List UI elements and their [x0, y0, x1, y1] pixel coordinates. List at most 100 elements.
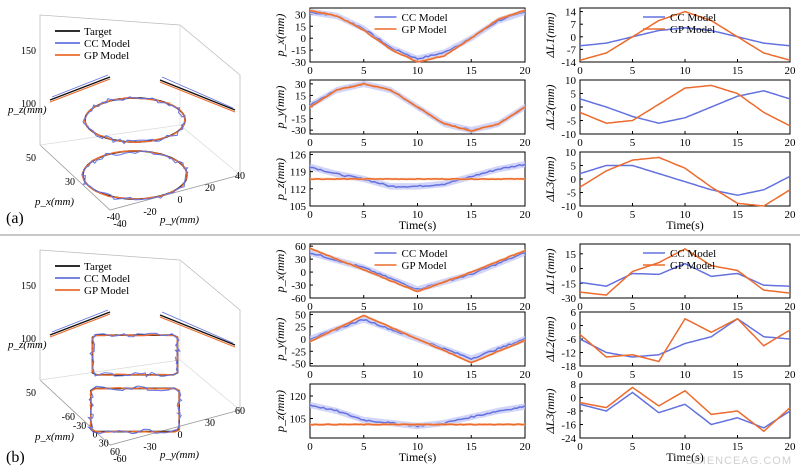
y-tick-label: 0 — [571, 102, 577, 114]
x-tick-label: 10 — [680, 137, 692, 149]
wall-projection-gp — [159, 316, 236, 348]
x-tick-label: 5 — [630, 369, 636, 381]
series-line-cc — [579, 164, 791, 196]
x-tick-label: 0 — [577, 65, 583, 77]
x-tick-label: 0 — [577, 137, 583, 149]
x-tick-label: 10 — [680, 65, 692, 77]
box-floor-edges — [39, 379, 241, 446]
x-tick-label: 20 — [785, 369, 797, 381]
series-line-gp — [309, 82, 526, 132]
x-tick-label: 0 — [307, 369, 313, 381]
y-tick-label: 20 — [205, 183, 215, 194]
trajectory-projection — [87, 385, 183, 435]
uncertainty-band-cc — [310, 401, 525, 430]
x-tick-label: 20 — [520, 301, 532, 313]
x-tick-label: 0 — [307, 65, 313, 77]
y-tick-label: -50 — [291, 359, 306, 371]
y-tick-label: 30 — [205, 418, 215, 429]
3d-plot-a: 150 100 50 p_z(mm) 30 -40 p_x(mm) -40 -20 0 20 40 p_… — [7, 14, 245, 230]
x-tick-label: 10 — [412, 209, 424, 221]
x-tick-label: 5 — [630, 137, 636, 149]
x-tick-label: 10 — [412, 301, 424, 313]
legend-label: GP Model — [402, 24, 447, 36]
x-tick-label: 15 — [466, 137, 478, 149]
y-tick-label: -16 — [561, 420, 576, 432]
x-tick-label: 15 — [466, 369, 478, 381]
x-tick-label: 5 — [630, 209, 636, 221]
legend-label: CC Model — [670, 248, 716, 260]
y-tick-label: 30 — [295, 79, 307, 91]
y-tick-label: -18 — [561, 361, 576, 373]
x-tick-label: 15 — [466, 301, 478, 313]
x-tick-label: 5 — [361, 369, 367, 381]
box-floor-back — [39, 124, 181, 146]
y-tick-label: -24 — [561, 433, 576, 445]
series-line-cc — [579, 262, 791, 287]
x-tick-label: 5 — [361, 441, 367, 453]
y-tick-label: -5 — [567, 188, 577, 200]
wall-projection-target — [49, 311, 111, 336]
series-line-cc — [579, 317, 791, 358]
y-axis-label: ΔL3(mm) — [543, 156, 557, 202]
y-tick-label: 0 — [571, 321, 577, 333]
y-axis-label: p_x(mm) — [273, 14, 287, 58]
series-line-gp — [579, 10, 791, 61]
trajectory-main — [82, 96, 186, 145]
x-tick-label: 0 — [307, 209, 313, 221]
y-tick-label: 15 — [565, 249, 577, 261]
x-axis-label: p_x(mm) — [34, 196, 74, 208]
wall-projection-target — [49, 76, 111, 101]
3d-plot-b: 15010050p_z(mm)-60-3003060p_x(mm)-60-300… — [7, 249, 245, 465]
wall-projection-gp — [49, 78, 111, 103]
y-tick-label: -25 — [291, 346, 306, 358]
x-tick-label: 0 — [93, 430, 98, 441]
x-tick-label: 0 — [307, 137, 313, 149]
x-tick-label: 15 — [466, 65, 478, 77]
x-axis-label: Time(s) — [399, 218, 437, 232]
y-tick-label: 0 — [178, 195, 183, 206]
x-tick-label: 10 — [412, 65, 424, 77]
x-tick-label: 0 — [577, 209, 583, 221]
series-line-gp — [309, 9, 526, 63]
legend-label: GP Model — [84, 50, 129, 62]
x-tick-label: 5 — [361, 65, 367, 77]
y-axis-label: ΔL1(mm) — [543, 12, 557, 58]
x-tick-label: -30 — [73, 421, 86, 432]
uncertainty-band-cc — [310, 161, 525, 190]
wall-projection-gp — [159, 81, 236, 113]
x-axis-label: Time(s) — [399, 450, 437, 464]
panel-divider — [0, 234, 800, 236]
series-line-gp — [309, 314, 526, 364]
y-tick-label: -20 — [143, 207, 156, 218]
watermark-text: SCIENCEAG.COM — [685, 455, 792, 467]
series-line-gp — [309, 177, 526, 181]
y-tick-label: -40 — [113, 219, 126, 230]
trajectory-projection — [90, 387, 180, 433]
y-tick-label: -15 — [291, 114, 306, 126]
wall-projection-gp — [49, 313, 111, 338]
x-tick-label: 15 — [732, 209, 744, 221]
x-tick-label: 20 — [520, 65, 532, 77]
x-tick-label: 30 — [99, 438, 109, 449]
series-line-cc — [579, 391, 791, 429]
box-floor-back — [39, 359, 181, 381]
y-axis-label: p_y(mm) — [273, 318, 287, 362]
z-tick-label: 100 — [21, 334, 36, 345]
y-tick-label: -14 — [561, 57, 576, 69]
y-tick-label: 5 — [571, 161, 577, 173]
y-tick-label: 60 — [295, 241, 307, 253]
x-tick-label: 10 — [680, 441, 692, 453]
x-tick-label: 5 — [361, 209, 367, 221]
wall-projection-cc — [161, 76, 234, 109]
legend-label: Target — [84, 261, 112, 273]
plot-frame — [579, 383, 791, 439]
z-tick-label: 50 — [26, 388, 36, 399]
x-tick-label: 10 — [412, 137, 424, 149]
y-axis-label: p_y(mm) — [159, 214, 199, 226]
y-tick-label: 0 — [571, 393, 577, 405]
